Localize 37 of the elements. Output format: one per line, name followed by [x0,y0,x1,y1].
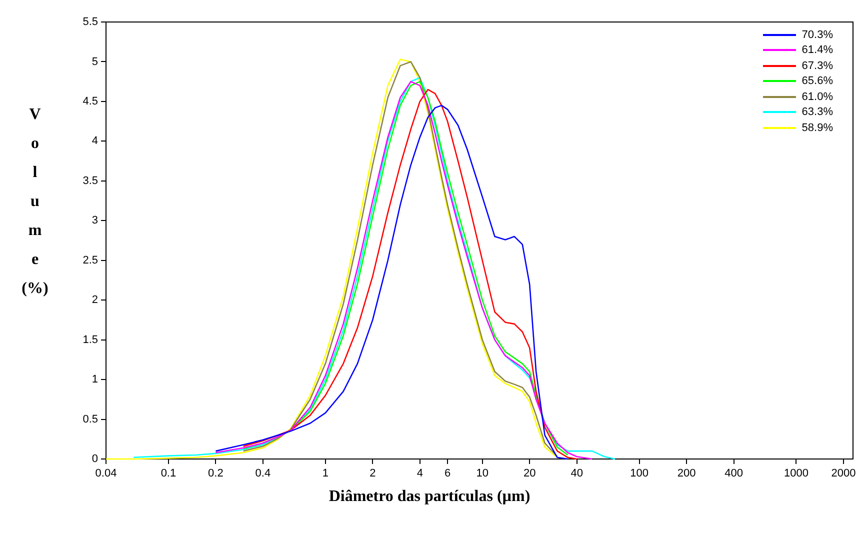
y-tick-label: 4.5 [82,95,98,108]
legend-label: 65.6% [802,75,833,88]
legend-label: 67.3% [802,60,833,72]
legend-label: 63.3% [802,106,833,118]
y-tick-label: 5.5 [82,16,98,28]
x-tick-label: 10 [476,468,488,480]
y-tick-label: 2 [92,294,98,306]
x-tick-label: 0.1 [160,468,176,480]
x-tick-label: 0.4 [255,468,271,480]
x-tick-label: 4 [416,468,423,480]
y-tick-label: 3.5 [82,174,98,187]
x-tick-label: 2 [370,468,376,480]
y-tick-label: 1 [92,374,98,386]
y-tick-label: 1.5 [82,334,98,346]
x-tick-label: 100 [630,468,648,480]
x-tick-label: 200 [677,468,696,480]
x-tick-label: 0.2 [208,468,224,480]
y-tick-label: 4 [92,135,98,148]
legend-label: 58.9% [802,122,833,134]
legend-label: 61.0% [802,90,833,103]
x-tick-label: 20 [523,468,536,480]
x-tick-label: 1000 [784,468,808,480]
y-tick-label: 0.5 [82,413,98,426]
legend-label: 70.3% [802,28,833,41]
x-tick-label: 0.04 [95,468,117,480]
y-axis-title: Volume (%) [20,105,50,299]
y-tick-label: 3 [92,214,98,227]
y-tick-label: 2.5 [82,254,98,266]
y-tick-label: 0 [92,453,98,466]
y-tick-label: 5 [92,56,98,68]
x-tick-label: 400 [724,468,743,480]
x-tick-label: 40 [570,468,583,480]
x-axis-title: Diâmetro das partículas (µm) [328,488,532,506]
legend-label: 61.4% [802,44,833,56]
x-tick-label: 2000 [831,468,856,480]
x-tick-label: 6 [444,468,451,480]
x-tick-label: 1 [322,468,328,480]
